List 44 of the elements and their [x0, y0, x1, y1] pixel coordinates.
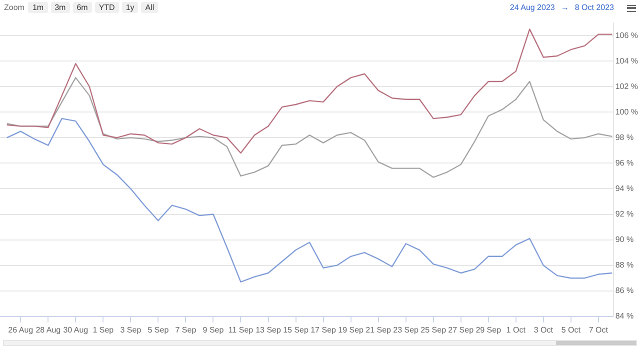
x-tick-label: 7 Oct [588, 325, 609, 334]
x-tick-label: 28 Aug [36, 325, 61, 334]
x-tick-label: 7 Sep [175, 325, 197, 334]
text: All [141, 2, 158, 13]
text: 1y [122, 2, 138, 13]
text: → [560, 3, 569, 12]
x-tick-label: 3 Sep [120, 325, 142, 334]
x-tick-label: 5 Sep [148, 325, 170, 334]
x-tick-label: 17 Sep [310, 325, 337, 334]
text: Zoom [4, 3, 24, 12]
y-tick-label: 98 % [615, 132, 634, 142]
y-tick-label: 86 % [615, 286, 634, 296]
y-tick-label: 88 % [615, 260, 634, 270]
x-tick-label: 25 Sep [420, 325, 447, 334]
x-tick-label: 27 Sep [448, 325, 474, 334]
y-tick-label: 102 % [615, 82, 638, 91]
x-tick-label: 23 Sep [393, 325, 420, 334]
x-tick-label: 30 Aug [63, 325, 88, 334]
y-tick-label: 90 % [615, 235, 634, 244]
y-tick-label: 100 % [615, 107, 638, 116]
text: YTD [94, 2, 119, 13]
x-tick-label: 29 Sep [476, 325, 502, 334]
x-tick-label: 1 Oct [506, 325, 526, 334]
x-tick-label: 13 Sep [256, 325, 282, 334]
x-tick-label: 15 Sep [283, 325, 309, 334]
text: 3m [50, 2, 70, 13]
x-tick-label: 5 Oct [561, 325, 582, 334]
x-tick-label: 26 Aug [8, 325, 34, 334]
text: 6m [72, 2, 92, 13]
x-tick-label: 1 Sep [92, 325, 114, 334]
y-tick-label: 94 % [615, 184, 634, 193]
text: 1m [28, 2, 48, 13]
x-tick-label: 21 Sep [366, 325, 392, 334]
text: 8 Oct 2023 [574, 3, 614, 12]
y-tick-label: 92 % [615, 209, 634, 218]
text: 24 Aug 2023 [510, 3, 555, 12]
x-tick-label: 3 Oct [534, 325, 554, 334]
x-tick-label: 11 Sep [228, 325, 254, 334]
x-tick-label: 19 Sep [338, 325, 364, 334]
y-tick-label: 96 % [615, 158, 634, 168]
y-tick-label: 104 % [615, 56, 638, 66]
y-tick-label: 84 % [615, 312, 634, 321]
x-tick-label: 9 Sep [202, 325, 224, 334]
y-tick-label: 106 % [615, 30, 638, 40]
